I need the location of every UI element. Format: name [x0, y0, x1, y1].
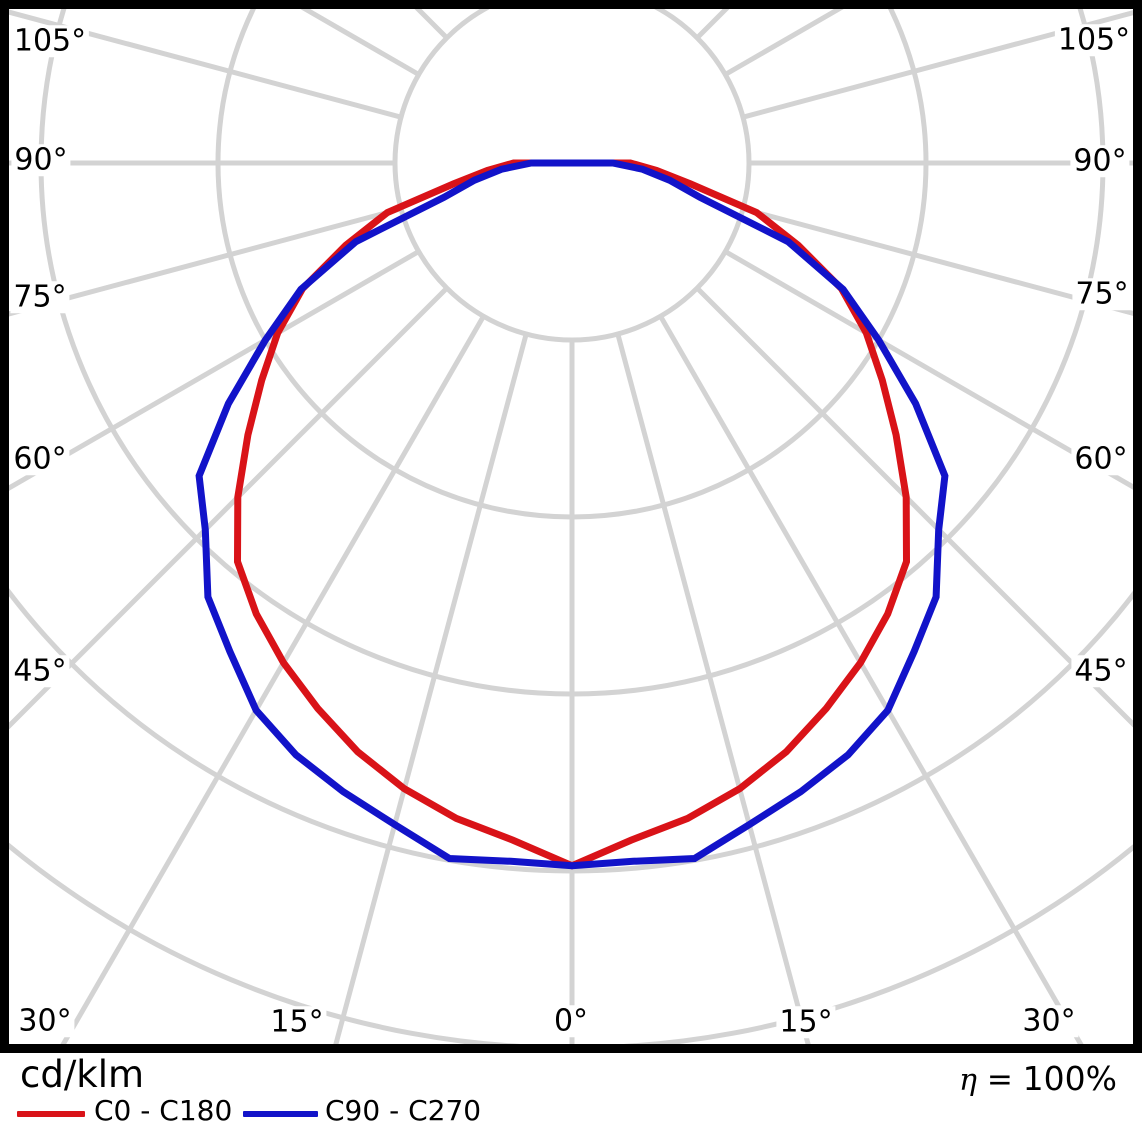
angle-tick-label: 60° [1071, 443, 1131, 475]
angle-tick-label: 30° [1019, 1005, 1079, 1037]
angle-tick-label: 90° [1070, 145, 1130, 177]
angle-tick-label: 0° [550, 1005, 592, 1037]
eta-value: 100% [1022, 1059, 1117, 1098]
angle-tick-label: 75° [10, 281, 70, 313]
angle-tick-label: 15° [267, 1006, 327, 1038]
angle-tick-label: 105° [10, 25, 90, 57]
legend-label-c0-c180: C0 - C180 [94, 1094, 233, 1127]
legend-label-c90-c270: C90 - C270 [325, 1094, 482, 1127]
angle-tick-label: 30° [15, 1005, 75, 1037]
unit-label: cd/klm [20, 1053, 145, 1096]
legend-swatch-c0-c180 [17, 1111, 85, 1117]
angle-tick-label: 90° [11, 144, 71, 176]
angle-tick-label: 15° [776, 1006, 836, 1038]
angle-tick-label: 75° [1072, 278, 1132, 310]
eta-equals: = [976, 1062, 1023, 1098]
polar-chart-canvas [0, 0, 1142, 1053]
legend-swatch-c90-c270 [243, 1111, 318, 1117]
angle-tick-label: 105° [1054, 24, 1134, 56]
eta-symbol: η [958, 1063, 977, 1098]
angle-tick-label: 45° [1071, 655, 1131, 687]
angle-tick-label: 60° [10, 443, 70, 475]
efficiency-label: η = 100% [959, 1062, 1117, 1096]
angle-tick-label: 45° [10, 655, 70, 687]
